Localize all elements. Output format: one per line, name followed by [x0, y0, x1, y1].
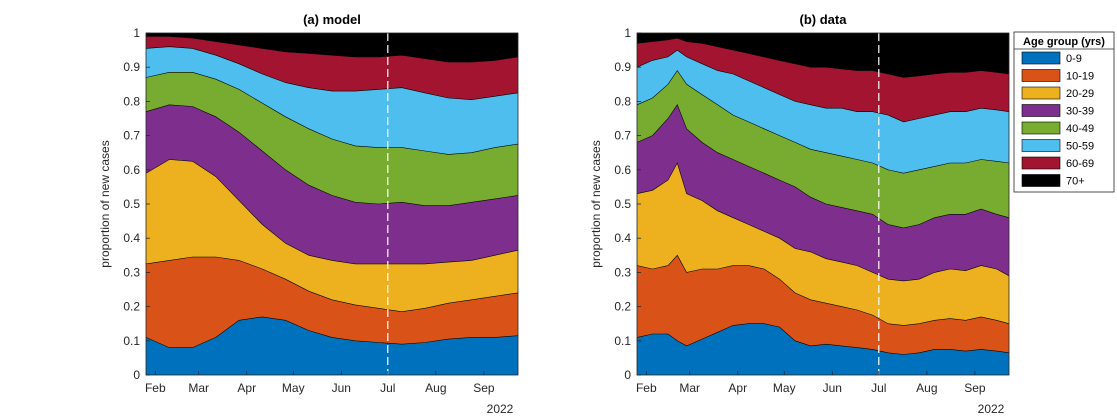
y-tick-label: 0.8: [123, 94, 140, 108]
series-boundary-line: [146, 36, 519, 63]
y-tick-label: 0: [624, 368, 631, 382]
legend-label: 20-29: [1066, 88, 1094, 100]
area-50-59: [146, 46, 518, 155]
series-boundary-line: [145, 159, 519, 265]
series-boundary-line: [145, 46, 519, 101]
x-tick-label: Apr: [237, 381, 256, 395]
y-tick-label: 1: [133, 26, 140, 40]
series-boundary-line: [636, 37, 1010, 78]
area-20-29: [637, 163, 1009, 326]
panel-title: (b) data: [800, 12, 848, 27]
y-tick-label: 0.1: [614, 334, 631, 348]
area-10-19: [146, 257, 518, 348]
panel-data: 0 0.1 0.2 0.3 0.4 0.5 0.6 0.7 0.8 0.9 1 Feb Mar Apr Ma…: [589, 12, 1010, 416]
y-tick-label: 0.3: [123, 265, 140, 279]
y-tick-label: 0.1: [123, 334, 140, 348]
area-70plus: [637, 33, 1009, 78]
x-tick-label: Mar: [188, 381, 209, 395]
x-tick-label: Apr: [728, 381, 747, 395]
area-0-9: [637, 323, 1009, 375]
y-tick-label: 1: [624, 26, 631, 40]
x-tick-label: Sep: [473, 381, 495, 395]
legend-label: 70+: [1066, 176, 1085, 188]
legend-label: 40-49: [1066, 123, 1094, 135]
y-tick-label: 0.7: [614, 129, 631, 143]
y-tick-label: 0.6: [614, 163, 631, 177]
y-tick-label: 0.5: [123, 197, 140, 211]
legend-label: 60-69: [1066, 158, 1094, 170]
legend-label: 50-59: [1066, 141, 1094, 153]
area-60-69: [637, 38, 1009, 122]
series-boundary-line: [145, 316, 519, 348]
x-tick-label: Mar: [679, 381, 700, 395]
legend-swatch: [1021, 174, 1061, 187]
area-40-49: [637, 70, 1009, 228]
y-tick-label: 0.9: [614, 60, 631, 74]
panel-title: (a) model: [303, 12, 361, 27]
area-60-69: [146, 36, 518, 100]
series-boundary-line: [145, 256, 519, 313]
series-boundary-line: [145, 104, 519, 206]
legend-label: 0-9: [1066, 53, 1082, 65]
series-boundary-line: [636, 254, 1010, 326]
area-50-59: [637, 50, 1009, 174]
legend-swatch: [1021, 139, 1061, 152]
legend-label: 10-19: [1066, 71, 1094, 83]
y-tick-label: 0.3: [614, 265, 631, 279]
x-tick-label: Sep: [964, 381, 986, 395]
x-tick-label: Jul: [380, 381, 395, 395]
series-boundary-line: [145, 72, 519, 155]
area-30-39: [146, 104, 518, 264]
series-boundary-line: [636, 104, 1010, 229]
y-axis-label: proportion of new cases: [589, 140, 603, 267]
x-tick-label: Jun: [823, 381, 842, 395]
y-tick-label: 0: [133, 368, 140, 382]
area-10-19: [637, 255, 1009, 355]
x-tick-label: Feb: [636, 381, 657, 395]
x-tick-label: May: [773, 381, 796, 395]
legend-swatch: [1021, 69, 1061, 82]
legend-swatch: [1021, 121, 1061, 135]
y-tick-label: 0.9: [123, 60, 140, 74]
legend: Age group (yrs) 0-9 10-19 20-29 30-39 40-49 50…: [1013, 31, 1115, 193]
legend-title: Age group (yrs): [1023, 36, 1105, 48]
series-boundary-line: [636, 70, 1010, 174]
y-axis-label: proportion of new cases: [98, 140, 112, 267]
legend-label: 30-39: [1066, 106, 1094, 118]
legend-swatch: [1021, 51, 1061, 65]
y-tick-label: 0.5: [614, 197, 631, 211]
x-tick-label: Jul: [871, 381, 886, 395]
y-tick-label: 0.4: [614, 231, 631, 245]
series-boundary-line: [636, 49, 1010, 123]
area-70plus: [146, 33, 518, 63]
y-tick-label: 0.7: [123, 129, 140, 143]
x-tick-label: May: [282, 381, 305, 395]
y-tick-label: 0.6: [123, 163, 140, 177]
panel-model: 0 0.1 0.2 0.3 0.4 0.5 0.6 0.7 0.8 0.9 1 Feb Mar Apr Ma…: [98, 12, 519, 416]
x-tick-label: Feb: [145, 381, 166, 395]
area-30-39: [637, 104, 1009, 281]
series-boundary-line: [636, 162, 1010, 282]
x-tick-label: Aug: [916, 381, 937, 395]
legend-swatch: [1021, 104, 1061, 117]
area-0-9: [146, 316, 518, 375]
x-year-label: 2022: [978, 402, 1005, 416]
y-tick-label: 0.2: [614, 300, 631, 314]
y-tick-label: 0.8: [614, 94, 631, 108]
legend-swatch: [1021, 156, 1061, 170]
x-tick-label: Jun: [332, 381, 351, 395]
x-year-label: 2022: [487, 402, 514, 416]
y-tick-label: 0.2: [123, 300, 140, 314]
area-20-29: [146, 159, 518, 312]
x-tick-label: Aug: [425, 381, 446, 395]
y-tick-label: 0.4: [123, 231, 140, 245]
series-boundary-line: [636, 323, 1010, 355]
legend-swatch: [1021, 86, 1061, 100]
